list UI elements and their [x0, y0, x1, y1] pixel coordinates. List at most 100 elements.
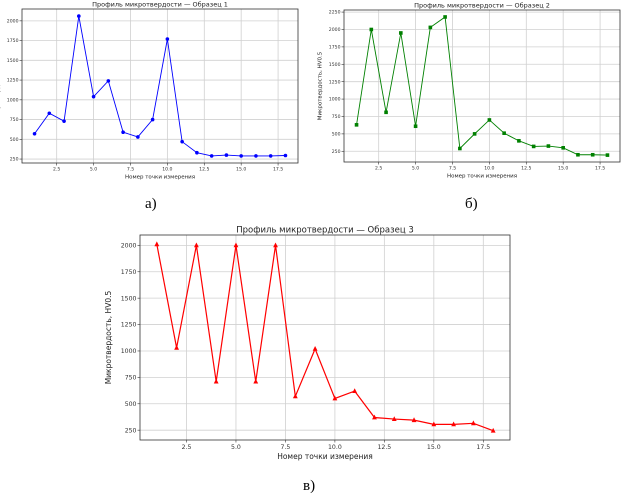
data-point	[472, 132, 477, 136]
y-tick-label: 1500	[329, 62, 341, 68]
series-line	[356, 16, 608, 156]
panel-label-b: б)	[465, 196, 478, 212]
panel-label-c: в)	[303, 478, 316, 494]
data-point	[150, 117, 155, 122]
data-point	[180, 139, 184, 144]
x-tick-label: 12.5	[199, 167, 209, 173]
x-tick-label: 7.5	[449, 166, 456, 172]
y-tick-label: 1250	[121, 322, 137, 329]
y-tick-label: 250	[332, 149, 341, 155]
data-point	[77, 14, 81, 18]
y-tick-label: 1750	[329, 44, 341, 50]
x-tick-label: 12.5	[377, 444, 391, 451]
x-tick-label: 15.0	[427, 444, 441, 451]
data-point	[428, 25, 433, 30]
data-point	[399, 31, 403, 35]
x-axis-label: Номер точки измерения	[125, 175, 195, 181]
data-point	[253, 378, 259, 384]
x-tick-label: 2.5	[53, 167, 60, 173]
data-point	[372, 414, 377, 420]
y-tick-label: 2000	[329, 27, 341, 33]
x-tick-label: 15.0	[558, 166, 568, 172]
y-axis-label: Микротвердость, HV0.5	[318, 51, 324, 120]
data-point	[121, 130, 125, 134]
x-tick-label: 2.5	[182, 444, 192, 451]
y-tick-label: 750	[125, 375, 137, 382]
x-tick-label: 15.0	[236, 167, 246, 173]
data-point	[273, 242, 278, 248]
data-point	[136, 135, 140, 139]
data-point	[292, 393, 298, 399]
x-tick-label: 7.5	[281, 444, 291, 451]
series-line	[34, 16, 286, 157]
x-tick-label: 2.5	[375, 166, 382, 172]
x-tick-label: 10.0	[162, 167, 172, 173]
data-point	[384, 110, 388, 115]
data-point	[576, 152, 580, 157]
chart-title: Профиль микротвердости — Образец 1	[92, 1, 228, 9]
chart-2: 2.5 5.0 7.5 10.0 12.5 15.0 17.5 250 500 750 1000 12…	[318, 2, 621, 180]
x-tick-label: 5.0	[412, 166, 419, 172]
data-point	[32, 131, 37, 136]
data-point	[283, 153, 288, 158]
y-tick-label: 2250	[329, 10, 341, 16]
data-point	[502, 131, 506, 135]
data-point	[233, 242, 239, 248]
data-point	[195, 150, 199, 155]
data-point	[431, 421, 437, 427]
y-tick-label: 2000	[121, 243, 137, 250]
x-tick-label: 12.5	[521, 166, 531, 172]
data-point	[411, 417, 417, 423]
data-point	[413, 124, 418, 129]
y-tick-label: 1000	[329, 97, 341, 103]
data-point	[605, 153, 610, 157]
data-point	[490, 427, 496, 433]
plot-frame	[21, 8, 299, 164]
y-tick-label: 1000	[7, 97, 19, 103]
data-point	[561, 146, 565, 150]
data-point	[268, 154, 273, 158]
y-tick-label: 1750	[7, 38, 19, 44]
y-tick-label: 2000	[7, 18, 19, 24]
y-tick-label: 1250	[329, 79, 341, 85]
data-point	[224, 153, 229, 157]
data-point	[470, 420, 476, 426]
x-axis-label: Номер точки измерения	[447, 174, 517, 180]
data-point	[517, 139, 521, 143]
data-point	[91, 94, 96, 99]
y-tick-label: 500	[10, 137, 19, 143]
y-tick-label: 750	[332, 114, 341, 120]
data-point	[312, 345, 318, 351]
chart-1: 2.5 5.0 7.5 10.0 12.5 15.0 17.5 250 500 750 1000 12…	[0, 1, 299, 181]
y-tick-label: 1250	[7, 78, 19, 84]
chart-title: Профиль микротвердости — Образец 3	[236, 226, 414, 236]
data-point	[154, 241, 160, 247]
chart-3: 2.5 5.0 7.5 10.0 12.5 15.0 17.5 250 500 750 1000 12…	[104, 226, 511, 461]
data-point	[354, 123, 359, 127]
data-point	[369, 27, 374, 32]
x-tick-label: 17.5	[595, 166, 605, 172]
y-axis-label: Микротвердость, HV0.5	[0, 51, 2, 120]
data-point	[47, 111, 52, 116]
y-tick-label: 1750	[121, 269, 137, 276]
data-point	[174, 344, 180, 350]
y-tick-label: 1500	[7, 58, 19, 64]
x-tick-label: 5.0	[231, 444, 241, 451]
plot-frame	[343, 9, 621, 163]
y-tick-label: 500	[332, 131, 341, 137]
x-tick-label: 7.5	[127, 167, 134, 173]
x-tick-label: 10.0	[328, 444, 342, 451]
x-axis-label: Номер точки измерения	[277, 452, 373, 461]
data-point	[106, 79, 111, 83]
data-point	[254, 154, 258, 158]
y-axis-label: Микротвердость, HV0.5	[104, 291, 113, 385]
data-point	[443, 15, 447, 19]
y-tick-label: 1500	[121, 295, 137, 302]
data-point	[391, 416, 397, 422]
data-point	[165, 37, 170, 41]
panel-label-a: а)	[145, 196, 157, 212]
data-point	[213, 378, 219, 384]
data-point	[352, 388, 358, 394]
chart-title: Профиль микротвердости — Образец 2	[414, 2, 550, 10]
